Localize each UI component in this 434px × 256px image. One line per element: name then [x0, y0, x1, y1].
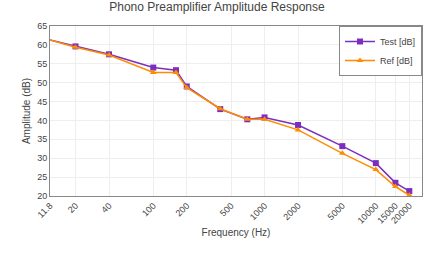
svg-text:45: 45 [37, 97, 47, 107]
svg-text:200: 200 [174, 201, 192, 219]
svg-text:1000: 1000 [248, 201, 269, 222]
svg-text:10000: 10000 [356, 201, 381, 226]
svg-text:Ref [dB]: Ref [dB] [380, 56, 413, 66]
svg-text:15000: 15000 [375, 201, 400, 226]
svg-text:20: 20 [66, 201, 80, 215]
svg-text:2000: 2000 [281, 201, 302, 222]
svg-text:65: 65 [37, 21, 47, 31]
svg-text:5000: 5000 [326, 201, 347, 222]
svg-text:11.8: 11.8 [36, 201, 55, 220]
svg-text:35: 35 [37, 134, 47, 144]
svg-text:55: 55 [37, 59, 47, 69]
svg-text:500: 500 [218, 201, 236, 219]
svg-text:50: 50 [37, 78, 47, 88]
svg-text:25: 25 [37, 172, 47, 182]
svg-text:40: 40 [37, 116, 47, 126]
svg-text:Phono Preamplifier Amplitude R: Phono Preamplifier Amplitude Response [109, 0, 325, 14]
svg-text:60: 60 [37, 40, 47, 50]
svg-text:Frequency (Hz): Frequency (Hz) [202, 227, 271, 238]
svg-text:100: 100 [140, 201, 158, 219]
svg-text:Test [dB]: Test [dB] [380, 37, 415, 47]
svg-text:20000: 20000 [389, 201, 414, 226]
svg-text:30: 30 [37, 153, 47, 163]
svg-text:20: 20 [37, 191, 47, 201]
svg-text:Amplitude (dB): Amplitude (dB) [21, 78, 32, 144]
svg-text:40: 40 [99, 201, 113, 215]
